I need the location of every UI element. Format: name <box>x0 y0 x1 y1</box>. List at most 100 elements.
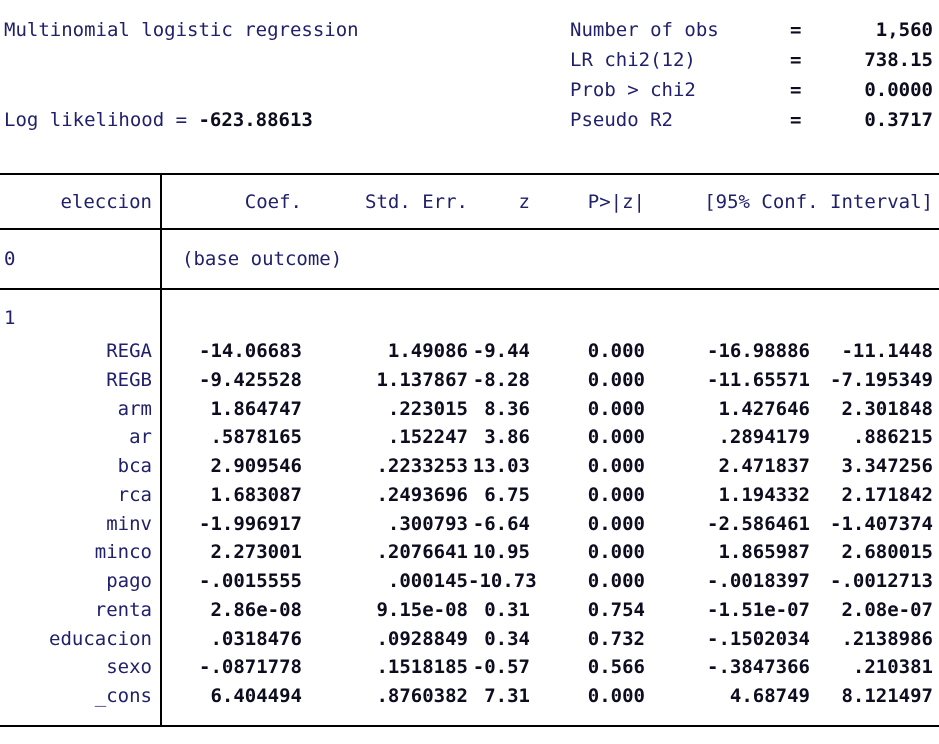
coef-value: 6.404494 <box>210 685 302 708</box>
z-value: 3.86 <box>484 426 530 449</box>
stat-number-of-obs: Number of obs = 1,560 <box>570 15 939 45</box>
spacer-line <box>4 45 359 75</box>
model-summary-left: Multinomial logistic regression Log like… <box>4 15 359 135</box>
ci-upper-value: .210381 <box>852 656 933 679</box>
variable-name: _cons <box>94 685 152 708</box>
outcome-label-1: 1 <box>4 307 16 330</box>
model-summary: Multinomial logistic regression Log like… <box>0 0 939 173</box>
table-row: minv -1.996917 .300793 -6.64 0.000 -2.58… <box>0 509 939 538</box>
ci-lower-value: 1.427646 <box>718 397 810 420</box>
equals-sign: = <box>790 79 802 101</box>
ci-upper-value: 2.171842 <box>841 483 933 506</box>
std-err-value: .2493696 <box>376 483 468 506</box>
equals-sign: = <box>790 19 802 41</box>
table-row: pago -.0015555 .000145 -10.73 0.000 -.00… <box>0 567 939 596</box>
coef-rows: REGA -14.06683 1.49086 -9.44 0.000 -16.9… <box>0 337 939 711</box>
table-row: minco 2.273001 .2076641 10.95 0.000 1.86… <box>0 538 939 567</box>
variable-name: pago <box>106 570 152 593</box>
table-row: ar .5878165 .152247 3.86 0.000 .2894179 … <box>0 423 939 452</box>
stat-value: 0.0000 <box>864 79 933 101</box>
p-value: 0.000 <box>587 483 645 506</box>
coef-value: -.0871778 <box>199 656 302 679</box>
base-outcome-note: (base outcome) <box>182 248 343 270</box>
std-err-value: .8760382 <box>376 685 468 708</box>
variable-name: renta <box>94 598 152 621</box>
coef-value: 1.864747 <box>210 397 302 420</box>
std-err-value: .000145 <box>387 570 468 593</box>
std-err-value: 9.15e-08 <box>376 598 468 621</box>
z-value: 13.03 <box>472 455 530 478</box>
table-row: educacion .0318476 .0928849 0.34 0.732 -… <box>0 624 939 653</box>
model-title: Multinomial logistic regression <box>4 19 359 41</box>
variable-name: arm <box>117 397 152 420</box>
p-value: 0.566 <box>587 656 645 679</box>
z-value: -8.28 <box>472 368 530 391</box>
outcome-label-row: 1 <box>0 304 939 333</box>
variable-name: minco <box>94 541 152 564</box>
coef-value: 1.683087 <box>210 483 302 506</box>
equals-sign: = <box>790 109 802 131</box>
coef-value: 2.273001 <box>210 541 302 564</box>
z-value: 0.31 <box>484 598 530 621</box>
p-value: 0.000 <box>587 512 645 535</box>
ci-upper-value: 2.08e-07 <box>841 598 933 621</box>
variable-name: ar <box>129 426 152 449</box>
ci-lower-value: -.0018397 <box>707 570 810 593</box>
log-likelihood-value: -623.88613 <box>198 109 313 131</box>
coef-value: -1.996917 <box>199 512 302 535</box>
z-value: -9.44 <box>472 340 530 363</box>
table-row: REGB -9.425528 1.137867 -8.28 0.000 -11.… <box>0 366 939 395</box>
std-err-value: .300793 <box>387 512 468 535</box>
stat-value: 738.15 <box>864 49 933 71</box>
stat-value: 0.3717 <box>864 109 933 131</box>
stat-lr-chi2: LR chi2(12) = 738.15 <box>570 45 939 75</box>
z-value: 8.36 <box>484 397 530 420</box>
std-err-value: 1.49086 <box>387 340 468 363</box>
variable-name: sexo <box>106 656 152 679</box>
std-err-value: .223015 <box>387 397 468 420</box>
variable-name: REGA <box>106 340 152 363</box>
column-header-eleccion: eleccion <box>60 190 152 213</box>
p-value: 0.000 <box>587 570 645 593</box>
regression-table: eleccion Coef. Std. Err. z P>|z| [95% Co… <box>0 173 939 727</box>
p-value: 0.000 <box>587 455 645 478</box>
coef-value: 2.86e-08 <box>210 598 302 621</box>
p-value: 0.754 <box>587 598 645 621</box>
ci-upper-value: -1.407374 <box>830 512 933 535</box>
table-row: _cons 6.404494 .8760382 7.31 0.000 4.687… <box>0 682 939 711</box>
stat-prob-chi2: Prob > chi2 = 0.0000 <box>570 75 939 105</box>
ci-lower-value: -2.586461 <box>707 512 810 535</box>
stat-pseudo-r2: Pseudo R2 = 0.3717 <box>570 105 939 135</box>
equals-sign: = <box>790 49 802 71</box>
z-value: 0.34 <box>484 627 530 650</box>
model-stats: Number of obs = 1,560 LR chi2(12) = 738.… <box>570 15 939 135</box>
z-value: -6.64 <box>472 512 530 535</box>
ci-upper-value: 2.680015 <box>841 541 933 564</box>
outcome-1-section: 1 REGA -14.06683 1.49086 -9.44 0.000 -16… <box>0 290 939 725</box>
coef-value: .0318476 <box>210 627 302 650</box>
ci-upper-value: -.0012713 <box>830 570 933 593</box>
p-value: 0.000 <box>587 685 645 708</box>
outcome-label-0: 0 <box>4 248 16 270</box>
coef-value: -14.06683 <box>199 340 302 363</box>
std-err-value: .152247 <box>387 426 468 449</box>
stat-label: LR chi2(12) <box>570 49 696 71</box>
ci-lower-value: -1.51e-07 <box>707 598 810 621</box>
variable-name: REGB <box>106 368 152 391</box>
ci-upper-value: 8.121497 <box>841 685 933 708</box>
ci-upper-value: .2138986 <box>841 627 933 650</box>
table-row: arm 1.864747 .223015 8.36 0.000 1.427646… <box>0 394 939 423</box>
std-err-value: 1.137867 <box>376 368 468 391</box>
column-divider-rule <box>160 175 162 725</box>
ci-lower-value: -.1502034 <box>707 627 810 650</box>
table-row: REGA -14.06683 1.49086 -9.44 0.000 -16.9… <box>0 337 939 366</box>
column-header-coef: Coef. <box>244 190 302 213</box>
log-likelihood-line: Log likelihood = -623.88613 <box>4 105 359 135</box>
stat-value: 1,560 <box>875 19 933 41</box>
z-value: -0.57 <box>472 656 530 679</box>
table-row: bca 2.909546 .2233253 13.03 0.000 2.4718… <box>0 452 939 481</box>
ci-upper-value: -7.195349 <box>830 368 933 391</box>
std-err-value: .2076641 <box>376 541 468 564</box>
std-err-value: .2233253 <box>376 455 468 478</box>
